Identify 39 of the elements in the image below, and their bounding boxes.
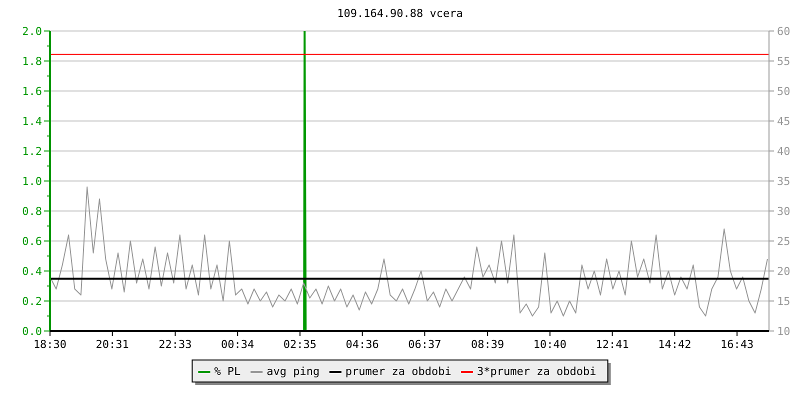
y2-tick-label: 20 xyxy=(777,264,790,278)
legend-label: avg ping xyxy=(266,365,320,378)
y-tick-label: 1.8 xyxy=(22,54,42,68)
legend-label: 3*prumer za obdobi xyxy=(477,365,596,378)
legend-label: prumer za obdobi xyxy=(345,365,452,378)
y-tick-label: 1.0 xyxy=(22,174,42,188)
y-tick-label: 1.6 xyxy=(22,84,42,98)
x-tick-label: 02:35 xyxy=(283,338,317,351)
y2-tick-label: 30 xyxy=(777,204,790,218)
y-tick-label: 2.0 xyxy=(22,24,42,38)
y2-tick-label: 45 xyxy=(777,114,790,128)
y-tick-label: 0.6 xyxy=(22,234,42,248)
y2-tick-label: 40 xyxy=(777,144,790,158)
x-tick-label: 12:41 xyxy=(596,338,629,351)
legend-label: % PL xyxy=(214,365,242,378)
y2-tick-label: 55 xyxy=(777,54,790,68)
x-tick-label: 20:31 xyxy=(96,338,129,351)
y2-tick-label: 10 xyxy=(777,324,790,338)
y2-tick-label: 25 xyxy=(777,234,790,248)
y-tick-label: 0.0 xyxy=(22,324,42,338)
x-tick-label: 22:33 xyxy=(158,338,192,351)
x-tick-label: 14:42 xyxy=(658,338,692,351)
y2-tick-label: 60 xyxy=(777,24,790,38)
y-tick-label: 0.4 xyxy=(22,264,42,278)
x-tick-label: 04:36 xyxy=(346,338,379,351)
x-tick-label: 06:37 xyxy=(408,338,442,351)
x-tick-label: 18:30 xyxy=(33,338,67,351)
y2-tick-label: 50 xyxy=(777,84,790,98)
y-tick-label: 1.4 xyxy=(22,114,42,128)
y-tick-label: 1.2 xyxy=(22,144,42,158)
y-tick-label: 0.2 xyxy=(22,294,42,308)
y2-tick-label: 35 xyxy=(777,174,790,188)
x-tick-label: 16:43 xyxy=(720,338,754,351)
chart-title: 109.164.90.88 vcera xyxy=(337,7,463,20)
y-tick-label: 0.8 xyxy=(22,204,42,218)
y2-tick-label: 15 xyxy=(777,294,790,308)
x-tick-label: 10:40 xyxy=(533,338,567,351)
x-tick-label: 08:39 xyxy=(471,338,504,351)
x-tick-label: 00:34 xyxy=(221,338,255,351)
